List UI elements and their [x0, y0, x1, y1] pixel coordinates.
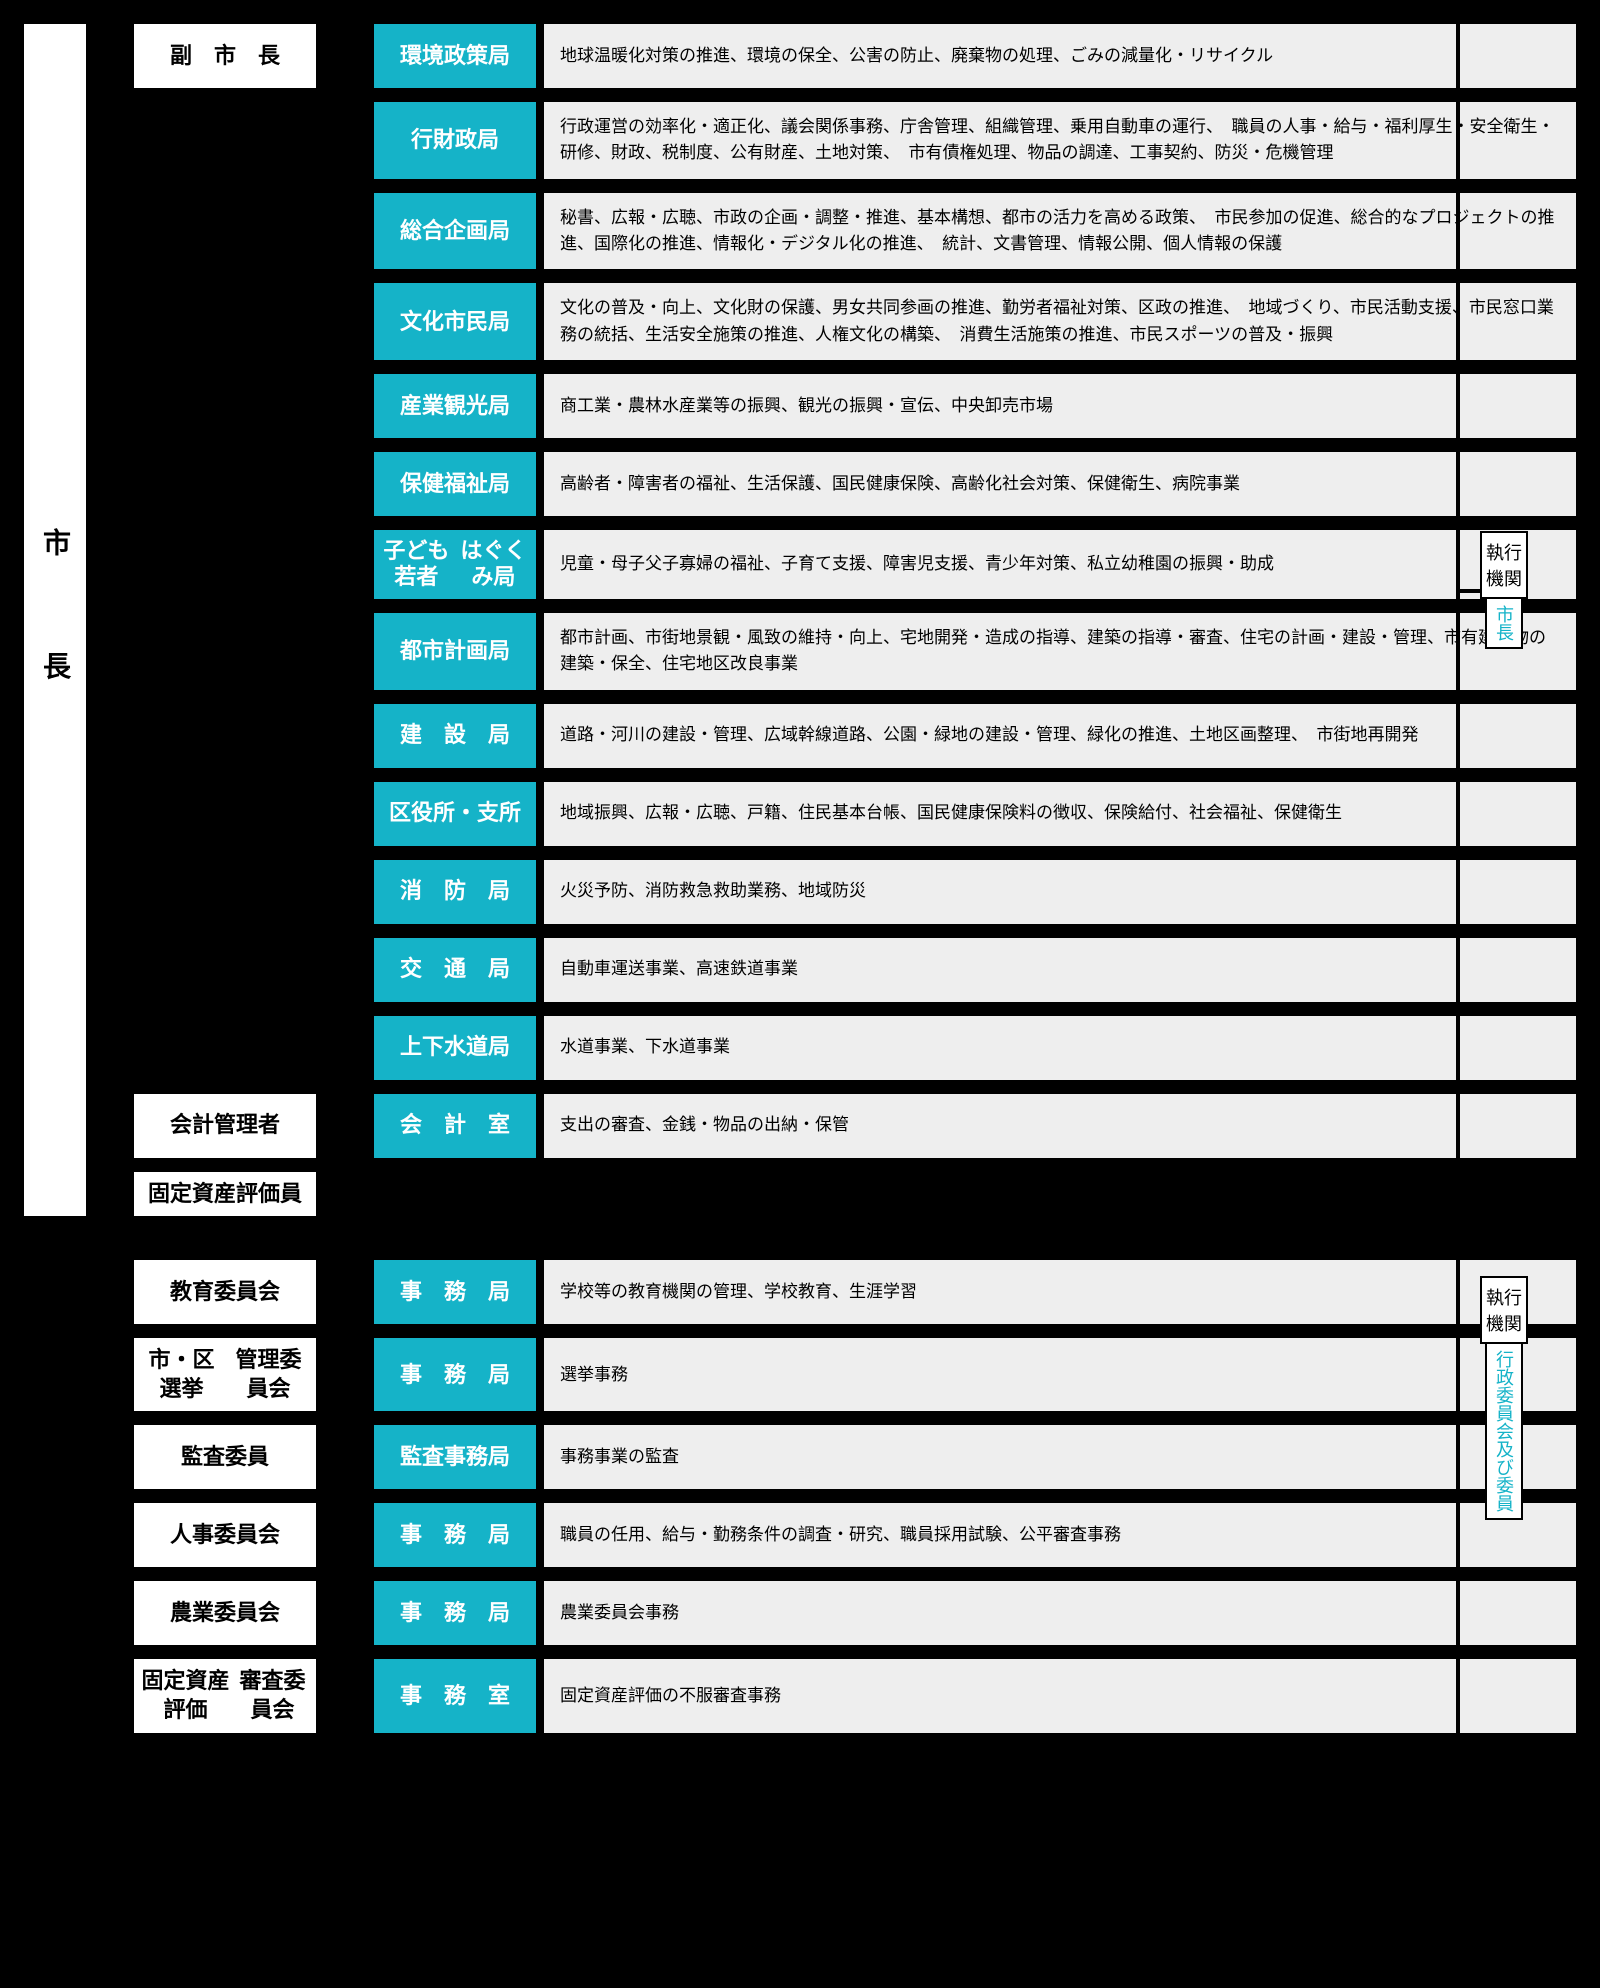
- bureau-desc: 農業委員会事務: [540, 1577, 1580, 1649]
- bureau-box: 事 務 局: [370, 1256, 540, 1328]
- bureau-box: 交 通 局: [370, 934, 540, 1006]
- bureau-box: 監査事務局: [370, 1421, 540, 1493]
- bureau-box: 事 務 室: [370, 1655, 540, 1736]
- bureau-box: 事 務 局: [370, 1334, 540, 1415]
- bureau-name: 環境政策局: [400, 43, 510, 69]
- bureau-desc: 固定資産評価の不服審査事務: [540, 1655, 1580, 1736]
- mid-committee: 農業委員会: [130, 1577, 320, 1649]
- bureau-box: 文化市民局: [370, 279, 540, 364]
- bureau-desc: 商工業・農林水産業等の振興、観光の振興・宣伝、中央卸売市場: [540, 370, 1580, 442]
- bureau-box: 子ども若者はぐくみ局: [370, 526, 540, 603]
- bureau-desc: 地球温暖化対策の推進、環境の保全、公害の防止、廃棄物の処理、ごみの減量化・リサイ…: [540, 20, 1580, 92]
- bureau-name: 消 防 局: [400, 878, 510, 904]
- bureau-desc: 道路・河川の建設・管理、広域幹線道路、公園・緑地の建設・管理、緑化の推進、土地区…: [540, 700, 1580, 772]
- bureau-box: 総合企画局: [370, 189, 540, 274]
- bureau-box: 事 務 局: [370, 1499, 540, 1571]
- bureau-name: 総合企画局: [400, 218, 510, 244]
- bureau-desc: 水道事業、下水道事業: [540, 1012, 1580, 1084]
- mid-committee: 市・区選挙管理委員会: [130, 1334, 320, 1415]
- bureau-box: 産業観光局: [370, 370, 540, 442]
- bureau-box: 行財政局: [370, 98, 540, 183]
- bureau-name: 産業観光局: [400, 393, 510, 419]
- bureau-name: 文化市民局: [400, 309, 510, 335]
- bureau-box: 上下水道局: [370, 1012, 540, 1084]
- bureau-box: 会 計 室: [370, 1090, 540, 1162]
- bureau-box: 建 設 局: [370, 700, 540, 772]
- bureau-name: 上下水道局: [400, 1034, 510, 1060]
- bureau-desc: 職員の任用、給与・勤務条件の調査・研究、職員採用試験、公平審査事務: [540, 1499, 1580, 1571]
- bureau-desc: 学校等の教育機関の管理、学校教育、生涯学習: [540, 1256, 1580, 1328]
- bureau-desc: 火災予防、消防救急救助業務、地域防災: [540, 856, 1580, 928]
- bureau-desc: 地域振興、広報・広聴、戸籍、住民基本台帳、国民健康保険料の徴収、保険給付、社会福…: [540, 778, 1580, 850]
- side-lower-sub: 行政委員会及び委員: [1485, 1344, 1523, 1520]
- bureau-desc: 支出の審査、金銭・物品の出納・保管: [540, 1090, 1580, 1162]
- bureau-name: 行財政局: [411, 127, 499, 153]
- bureau-desc: 選挙事務: [540, 1334, 1580, 1415]
- side-upper-label: 執行 機関: [1480, 531, 1528, 599]
- bureau-name: 区役所・支所: [389, 800, 521, 826]
- bureau-name: 都市計画局: [400, 638, 510, 664]
- mid-committee: 監査委員: [130, 1421, 320, 1493]
- bureau-box: 事 務 局: [370, 1577, 540, 1649]
- mid-committee: 人事委員会: [130, 1499, 320, 1571]
- bureau-box: 都市計画局: [370, 609, 540, 694]
- bureau-name: はぐくみ局: [455, 538, 532, 591]
- bureau-desc: 都市計画、市街地景観・風致の維持・向上、宅地開発・造成の指導、建築の指導・審査、…: [540, 609, 1580, 694]
- bureau-box: 環境政策局: [370, 20, 540, 92]
- bureau-name: 建 設 局: [400, 722, 510, 748]
- mid-asset: 固定資産評価員: [130, 1168, 320, 1221]
- bureau-box: 保健福祉局: [370, 448, 540, 520]
- bureau-desc: 児童・母子父子寡婦の福祉、子育て支援、障害児支援、青少年対策、私立幼稚園の振興・…: [540, 526, 1580, 603]
- bureau-desc: 秘書、広報・広聴、市政の企画・調整・推進、基本構想、都市の活力を高める政策、 市…: [540, 189, 1580, 274]
- side-lower-label: 執行 機関: [1480, 1276, 1528, 1344]
- mid-vice-mayor: 副 市 長: [130, 20, 320, 92]
- bureau-desc: 文化の普及・向上、文化財の保護、男女共同参画の推進、勤労者福祉対策、区政の推進、…: [540, 279, 1580, 364]
- bureau-box: 消 防 局: [370, 856, 540, 928]
- bureau-desc: 高齢者・障害者の福祉、生活保護、国民健康保険、高齢化社会対策、保健衛生、病院事業: [540, 448, 1580, 520]
- mid-committee: 教育委員会: [130, 1256, 320, 1328]
- root-mayor: 市 長: [20, 20, 90, 1220]
- bureau-name: 子ども若者: [378, 538, 455, 591]
- bureau-name: 交 通 局: [400, 956, 510, 982]
- mid-accounting: 会計管理者: [130, 1090, 320, 1162]
- bureau-name: 保健福祉局: [400, 471, 510, 497]
- bureau-desc: 事務事業の監査: [540, 1421, 1580, 1493]
- bureau-box: 区役所・支所: [370, 778, 540, 850]
- side-upper-sub: 市長: [1485, 599, 1523, 649]
- bureau-desc: 自動車運送事業、高速鉄道事業: [540, 934, 1580, 1006]
- bureau-desc: 行政運営の効率化・適正化、議会関係事務、庁舎管理、組織管理、乗用自動車の運行、 …: [540, 98, 1580, 183]
- mid-committee: 固定資産評価審査委員会: [130, 1655, 320, 1736]
